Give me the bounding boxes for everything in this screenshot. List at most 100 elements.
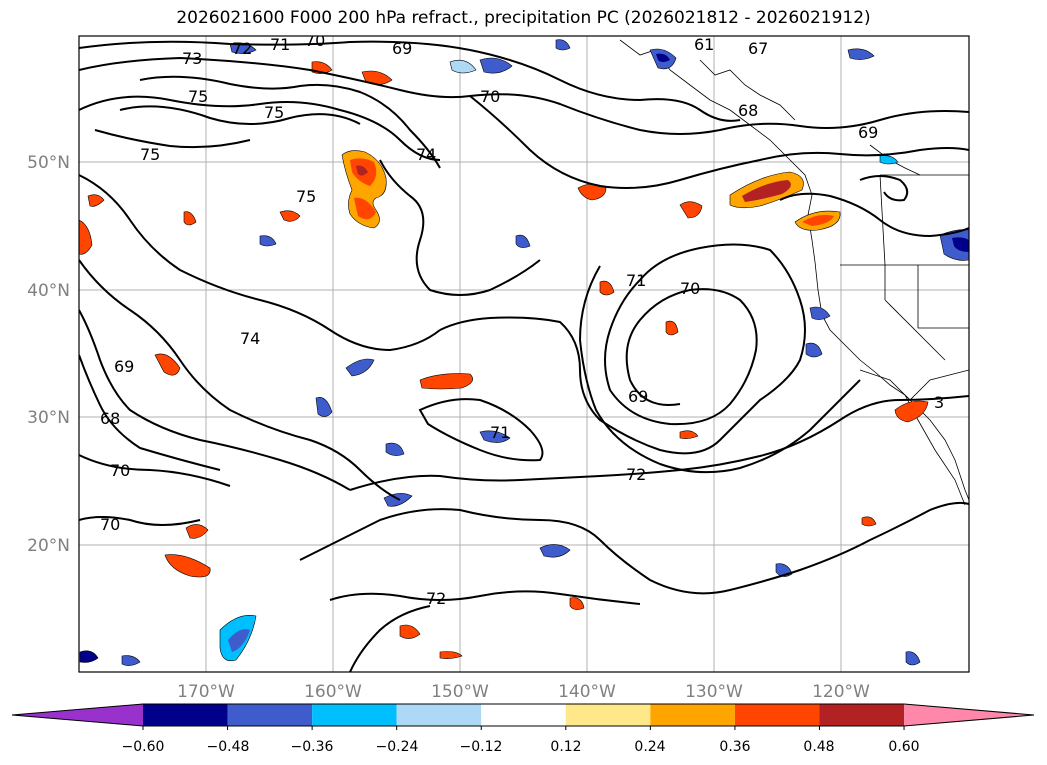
contour-label: 74: [240, 329, 260, 348]
lon-label: 150°W: [431, 682, 489, 702]
colorbar-tick-label: −0.48: [207, 739, 250, 755]
lat-label: 50°N: [27, 153, 70, 173]
lon-label: 120°W: [812, 682, 870, 702]
precip-blob: [847, 48, 875, 60]
precip-blob: [279, 210, 301, 222]
contour-label: 71: [270, 35, 290, 54]
contour-line: [79, 259, 401, 501]
precip-blob: [809, 306, 831, 320]
map-frame: [78, 35, 970, 673]
lon-label: 130°W: [685, 682, 743, 702]
colorbar-tick-label: 0.12: [550, 739, 581, 755]
contour-label: 71: [626, 271, 646, 290]
colorbar-tick-label: 0.24: [634, 739, 665, 755]
precip-blob: [905, 651, 921, 666]
precip-blob: [439, 651, 463, 659]
precip-blob: [879, 155, 899, 165]
contour-line: [349, 395, 969, 491]
contour-label: 75: [140, 145, 160, 164]
colorbar-tick-label: 0.48: [803, 739, 834, 755]
contour-line: [779, 192, 969, 238]
colorbar-ticks: −0.60 −0.48 −0.36 −0.24 −0.12 0.12 0.24 …: [122, 739, 920, 755]
contour-label: 68: [738, 101, 758, 120]
colorbar-tick-label: −0.36: [291, 739, 334, 755]
precip-blob: [79, 650, 99, 663]
contour-line: [79, 56, 969, 135]
contour-line: [859, 175, 909, 202]
contour-label: 69: [858, 123, 878, 142]
colorbar-extend-high: [904, 704, 1034, 726]
precip-blob: [555, 39, 571, 51]
alaska-panhandle: [699, 59, 796, 121]
precip-blob: [79, 219, 93, 255]
contour-line: [94, 129, 251, 149]
contour-line: [439, 243, 806, 455]
contour-label: 70: [680, 279, 700, 298]
colorbar-tick-label: −0.12: [460, 739, 503, 755]
refractivity-contours: [79, 40, 969, 672]
colorbar-segment: [227, 704, 313, 726]
precip-blob: [665, 320, 679, 336]
colorbar-extend-low: [12, 704, 143, 726]
longitude-labels: 170°W 160°W 150°W 140°W 130°W 120°W: [177, 682, 870, 702]
colorbar-segment: [312, 704, 397, 726]
contour-label: 70: [480, 87, 500, 106]
precip-blob: [742, 180, 791, 202]
contour-line: [79, 454, 231, 487]
precip-blob: [539, 544, 571, 558]
contour-line: [578, 265, 861, 474]
contour-label: 75: [188, 87, 208, 106]
contour-label: 69: [392, 39, 412, 58]
contour-line: [329, 590, 641, 605]
precip-blob: [259, 235, 277, 247]
colorbar-tick-label: −0.60: [122, 739, 165, 755]
precip-blob: [952, 237, 969, 252]
lon-label: 140°W: [558, 682, 616, 702]
colorbar-segment: [396, 704, 482, 726]
contour-line: [79, 174, 441, 352]
precip-blob: [515, 234, 531, 248]
precip-blob: [449, 59, 477, 74]
contour-label: 3: [934, 393, 944, 412]
lat-label: 20°N: [27, 536, 70, 556]
precip-blob: [479, 57, 513, 74]
contour-line: [79, 516, 201, 526]
precip-blob: [183, 211, 197, 226]
contour-label: 70: [110, 461, 130, 480]
contour-line: [469, 95, 969, 189]
precip-blob: [345, 358, 375, 377]
lon-label: 160°W: [304, 682, 362, 702]
precip-blob: [679, 430, 699, 439]
precip-blob: [315, 397, 333, 417]
contour-label: 69: [628, 387, 648, 406]
contour-line: [418, 398, 544, 462]
contour-line: [79, 309, 351, 491]
precip-blob: [399, 624, 421, 639]
precip-blob: [385, 442, 405, 456]
colorbar-segment: [650, 704, 735, 726]
precip-blob: [894, 400, 929, 423]
lon-label: 170°W: [177, 682, 235, 702]
contour-line: [79, 40, 471, 51]
state-border-c: [840, 264, 886, 300]
contour-line: [79, 95, 441, 161]
precip-blob: [861, 516, 877, 527]
contour-label: 69: [114, 357, 134, 376]
contour-line: [379, 159, 541, 296]
precip-blob: [185, 524, 209, 539]
precip-blob: [805, 342, 823, 358]
colorbar: [11, 703, 1035, 730]
precipitation-shading: [79, 39, 969, 666]
precip-blob: [679, 201, 703, 219]
precip-blob: [121, 655, 141, 666]
precip-blob: [599, 280, 615, 296]
state-border-d: [884, 299, 946, 361]
lat-label: 30°N: [27, 408, 70, 428]
precip-blob: [356, 165, 368, 176]
contour-label: 67: [748, 39, 768, 58]
contour-label: 72: [626, 465, 646, 484]
precip-blob: [228, 629, 250, 652]
contour-label: 71: [490, 423, 510, 442]
map-title: 2026021600 F000 200 hPa refract., precip…: [176, 8, 871, 28]
